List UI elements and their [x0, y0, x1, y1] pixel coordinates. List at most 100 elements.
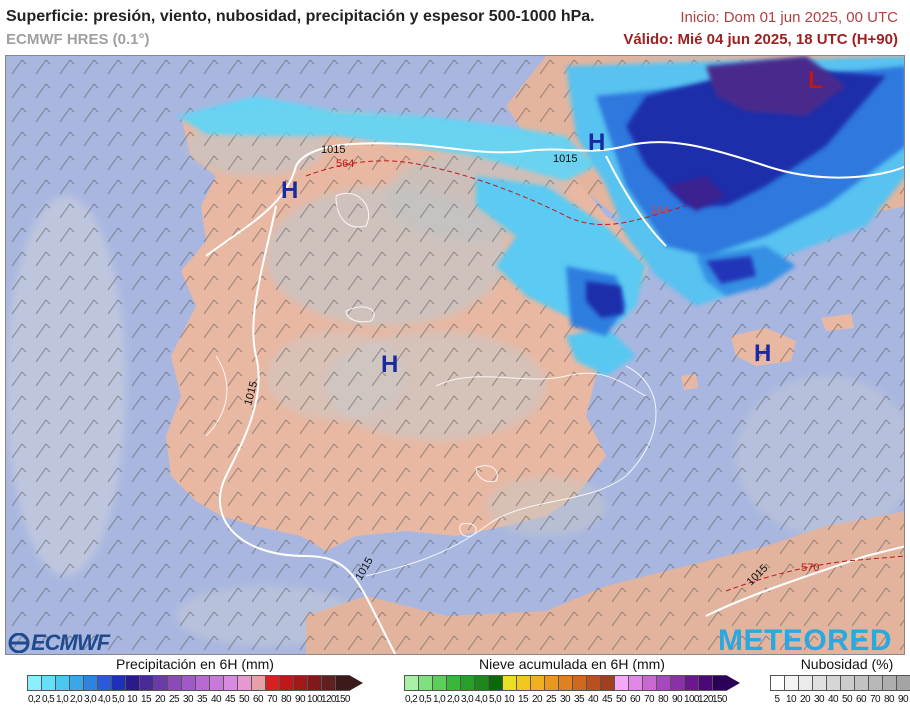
legend-swatch	[181, 675, 195, 691]
ecmwf-logo-text: ECMWF	[31, 630, 110, 655]
legend-swatch	[798, 675, 812, 691]
legend-swatch	[698, 675, 712, 691]
legend-tick-label: 2,0	[69, 694, 83, 705]
legend-swatch	[307, 675, 321, 691]
legend-tick-label: 4,0	[97, 694, 111, 705]
legend-swatch	[418, 675, 432, 691]
legend-swatch	[293, 675, 307, 691]
legend-swatch	[502, 675, 516, 691]
legend-tick-label: 90	[672, 694, 683, 705]
legend-cloud: Nubosidad (%) 5 10 20 30 40 50 60 70 80 90	[770, 656, 910, 710]
legend-swatch	[237, 675, 251, 691]
meteored-logo: METEORED	[718, 624, 893, 657]
legend-swatch	[335, 675, 349, 691]
legend-swatch	[826, 675, 840, 691]
legend-swatch	[656, 675, 670, 691]
legend-tick-label: 20	[800, 694, 811, 705]
legend-tick-label: 10	[786, 694, 797, 705]
legend-swatch	[69, 675, 83, 691]
low-label-france: L	[808, 67, 823, 94]
legend-tick-label: 15	[518, 694, 529, 705]
weather-map[interactable]: H H H H L 1015 1015 1015 1015 1015 564 5…	[5, 55, 905, 655]
thickness-contours	[305, 160, 904, 592]
legend-tick-label: 45	[225, 694, 236, 705]
legend-swatch	[586, 675, 600, 691]
legend-tick-label: 45	[602, 694, 613, 705]
high-label-ebro: H	[588, 129, 605, 156]
legend-swatch	[854, 675, 868, 691]
legend-tick-label: 50	[616, 694, 627, 705]
isobars-thin	[205, 192, 657, 577]
high-label-center: H	[381, 351, 398, 378]
legend-tick-label: 150	[712, 694, 727, 705]
legend-swatch	[321, 675, 335, 691]
legend-precip-ticks: 0,2 0,5 1,0 2,0 3,0 4,0 5,0 10 15 20 25 30 35 40 45 50 6…	[27, 694, 363, 705]
legend-tick-label: 0,2	[404, 694, 418, 705]
legend-tick-label: 40	[588, 694, 599, 705]
legend-tick-label: 1,0	[432, 694, 446, 705]
legend-tick-label: 60	[253, 694, 264, 705]
map-canvas: H H H H L 1015 1015 1015 1015 1015 564 5…	[6, 56, 904, 654]
legend-swatch	[600, 675, 614, 691]
legend-tick-label: 90	[295, 694, 306, 705]
isobar-label-2: 1015	[553, 153, 577, 165]
legend-swatch	[628, 675, 642, 691]
legend-swatch	[195, 675, 209, 691]
legend-tick-label: 150	[335, 694, 350, 705]
thickness-label-2: 564	[651, 205, 669, 217]
legend-tick-label: 20	[532, 694, 543, 705]
legend-snow-bar	[404, 675, 740, 691]
header: Superficie: presión, viento, nubosidad, …	[0, 0, 910, 54]
legend-tick-label: 50	[239, 694, 250, 705]
legend-tick-label: 70	[267, 694, 278, 705]
thickness-labels: 564 564 570	[336, 158, 819, 574]
legend-swatch	[558, 675, 572, 691]
high-label-balearic: H	[754, 340, 771, 367]
legend-tick-label: 3,0	[83, 694, 97, 705]
legend-tick-label: 1,0	[55, 694, 69, 705]
legend-tick-label: 0,5	[41, 694, 55, 705]
legend-tick-label: 100	[307, 694, 322, 705]
legend-tick-label: 10	[504, 694, 515, 705]
legend-tick-label: 30	[183, 694, 194, 705]
legend-swatch	[209, 675, 223, 691]
legend-tick-label: 35	[574, 694, 585, 705]
legend-tick-label: 80	[658, 694, 669, 705]
legend-swatch	[544, 675, 558, 691]
legend-swatch	[153, 675, 167, 691]
legend-tick-label: 120	[698, 694, 713, 705]
legend-tick-label: 40	[828, 694, 839, 705]
legend-tick-label: 60	[856, 694, 867, 705]
legend-snow-title: Nieve acumulada en 6H (mm)	[479, 656, 665, 672]
legend-swatch	[446, 675, 460, 691]
ecmwf-logo: ECMWF	[7, 630, 110, 656]
legend-swatch	[167, 675, 181, 691]
legend-swatch	[97, 675, 111, 691]
legend-swatch	[784, 675, 798, 691]
legend-cloud-title: Nubosidad (%)	[800, 656, 894, 672]
legend-swatch	[265, 675, 279, 691]
legend-tick-label: 0,2	[27, 694, 41, 705]
legend-swatch	[684, 675, 698, 691]
legend-tick-label: 70	[870, 694, 881, 705]
legend-tick-label: 40	[211, 694, 222, 705]
legend-swatch	[460, 675, 474, 691]
legend-tick-label: 5,0	[488, 694, 502, 705]
legend-swatch	[868, 675, 882, 691]
legend-swatch	[279, 675, 293, 691]
isobars	[205, 141, 904, 654]
ecmwf-logo-icon	[8, 633, 30, 653]
init-time: Inicio: Dom 01 jun 2025, 00 UTC	[680, 9, 898, 26]
high-label-north: H	[281, 177, 298, 204]
legend-arrow-icon	[726, 675, 740, 691]
legend-swatch	[770, 675, 784, 691]
legend-swatch	[572, 675, 586, 691]
legend-precipitation: Precipitación en 6H (mm) 0,2 0,5 1,0 2,0 3,0…	[27, 656, 363, 710]
pressure-centers: H H H H L	[281, 67, 823, 378]
legend-tick-label: 2,0	[446, 694, 460, 705]
valid-time: Válido: Mié 04 jun 2025, 18 UTC (H+90)	[623, 31, 898, 48]
legend-swatch	[55, 675, 69, 691]
legend-swatch	[474, 675, 488, 691]
legend-swatch	[840, 675, 854, 691]
legend-tick-label: 80	[281, 694, 292, 705]
